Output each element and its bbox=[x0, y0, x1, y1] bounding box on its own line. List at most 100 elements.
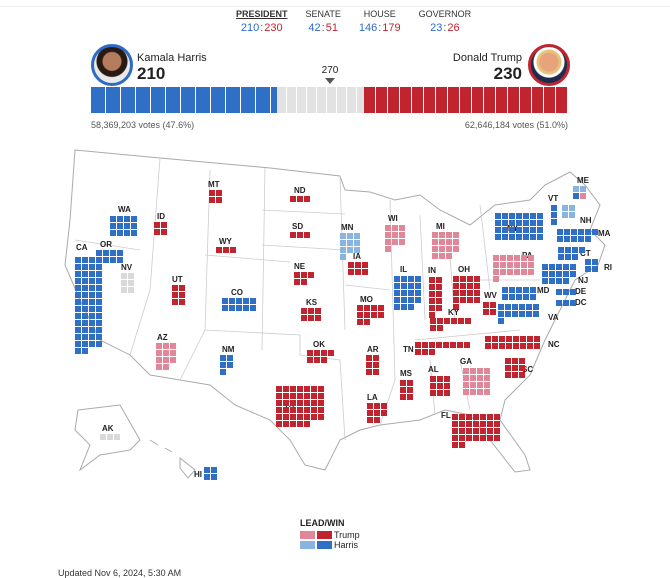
state-label-ms[interactable]: MS bbox=[400, 369, 412, 378]
state-tiles-sd[interactable] bbox=[290, 232, 310, 238]
state-label-mi[interactable]: MI bbox=[436, 222, 445, 231]
state-tiles-nh[interactable] bbox=[562, 205, 575, 218]
state-tiles-in[interactable] bbox=[429, 277, 442, 318]
state-tiles-va[interactable] bbox=[498, 304, 539, 324]
state-label-ak[interactable]: AK bbox=[102, 424, 114, 433]
state-tiles-wi[interactable] bbox=[385, 225, 405, 252]
state-label-ct[interactable]: CT bbox=[580, 249, 591, 258]
state-tiles-ky[interactable] bbox=[430, 318, 471, 331]
state-tiles-al[interactable] bbox=[430, 376, 450, 396]
state-tiles-ak[interactable] bbox=[100, 434, 120, 440]
state-label-sd[interactable]: SD bbox=[292, 222, 304, 231]
state-label-mn[interactable]: MN bbox=[341, 223, 354, 232]
state-tiles-ga[interactable] bbox=[463, 368, 490, 395]
state-label-mo[interactable]: MO bbox=[360, 295, 373, 304]
state-tiles-oh[interactable] bbox=[453, 276, 480, 310]
state-tiles-wy[interactable] bbox=[216, 247, 236, 253]
state-tiles-dc[interactable] bbox=[556, 300, 576, 306]
state-tiles-mi[interactable] bbox=[432, 232, 459, 259]
state-tiles-id[interactable] bbox=[154, 222, 167, 235]
state-tiles-wv[interactable] bbox=[483, 302, 496, 315]
state-label-ca[interactable]: CA bbox=[76, 243, 88, 252]
state-tiles-tx[interactable] bbox=[276, 386, 324, 427]
state-tiles-mn[interactable] bbox=[340, 233, 360, 260]
state-tiles-ca[interactable] bbox=[75, 257, 102, 354]
state-tiles-ma[interactable] bbox=[557, 229, 598, 242]
state-tiles-ri[interactable] bbox=[585, 259, 598, 272]
state-tiles-ok[interactable] bbox=[307, 350, 334, 363]
state-label-nm[interactable]: NM bbox=[222, 345, 235, 354]
state-label-ky[interactable]: KY bbox=[448, 308, 460, 317]
state-label-ia[interactable]: IA bbox=[353, 252, 361, 261]
state-label-me[interactable]: ME bbox=[577, 176, 589, 185]
state-label-nj[interactable]: NJ bbox=[578, 276, 589, 285]
state-label-or[interactable]: OR bbox=[100, 240, 112, 249]
state-tiles-hi[interactable] bbox=[204, 467, 217, 480]
state-tiles-nc[interactable] bbox=[485, 336, 540, 349]
state-label-az[interactable]: AZ bbox=[157, 333, 168, 342]
state-tiles-nd[interactable] bbox=[290, 196, 310, 202]
state-tiles-de[interactable] bbox=[556, 289, 576, 295]
state-tiles-ne[interactable] bbox=[294, 272, 314, 285]
state-label-wa[interactable]: WA bbox=[118, 205, 131, 214]
state-tiles-nv[interactable] bbox=[121, 273, 134, 293]
state-label-il[interactable]: IL bbox=[400, 265, 408, 274]
tab-senate[interactable]: SENATE 42:51 bbox=[305, 9, 341, 34]
state-label-ut[interactable]: UT bbox=[172, 275, 183, 284]
state-label-pa[interactable]: PA bbox=[522, 251, 533, 260]
tab-governor[interactable]: GOVERNOR 23:26 bbox=[418, 9, 472, 34]
state-label-oh[interactable]: OH bbox=[458, 265, 470, 274]
state-label-wy[interactable]: WY bbox=[219, 237, 232, 246]
state-tiles-vt[interactable] bbox=[551, 205, 557, 225]
state-label-nd[interactable]: ND bbox=[294, 186, 306, 195]
state-tiles-az[interactable] bbox=[156, 343, 176, 370]
state-label-ma[interactable]: MA bbox=[598, 229, 611, 238]
state-tiles-sc[interactable] bbox=[505, 358, 525, 378]
state-label-tx[interactable]: TX bbox=[284, 400, 294, 409]
state-tiles-ia[interactable] bbox=[348, 262, 368, 275]
state-label-sc[interactable]: SC bbox=[522, 365, 534, 374]
state-label-hi[interactable]: HI bbox=[194, 470, 202, 479]
state-tiles-ny[interactable] bbox=[495, 213, 543, 240]
state-tiles-md[interactable] bbox=[502, 287, 536, 300]
state-tiles-me[interactable] bbox=[573, 186, 586, 199]
state-label-nh[interactable]: NH bbox=[580, 216, 592, 225]
state-label-nc[interactable]: NC bbox=[548, 340, 560, 349]
state-tiles-nj[interactable] bbox=[542, 264, 576, 284]
state-label-co[interactable]: CO bbox=[231, 288, 243, 297]
state-label-wi[interactable]: WI bbox=[388, 214, 398, 223]
state-label-in[interactable]: IN bbox=[428, 266, 436, 275]
state-label-fl[interactable]: FL bbox=[441, 411, 451, 420]
state-label-tn[interactable]: TN bbox=[403, 345, 414, 354]
state-label-ga[interactable]: GA bbox=[460, 357, 472, 366]
state-label-ar[interactable]: AR bbox=[367, 345, 379, 354]
state-tiles-il[interactable] bbox=[394, 276, 421, 310]
state-tiles-nm[interactable] bbox=[220, 355, 233, 375]
state-label-al[interactable]: AL bbox=[428, 365, 439, 374]
state-label-wv[interactable]: WV bbox=[484, 291, 497, 300]
tab-president[interactable]: PRESIDENT 210:230 bbox=[236, 9, 288, 34]
state-label-vt[interactable]: VT bbox=[548, 194, 559, 203]
state-tiles-co[interactable] bbox=[222, 298, 256, 311]
state-label-nv[interactable]: NV bbox=[121, 263, 133, 272]
state-label-de[interactable]: DE bbox=[575, 287, 587, 296]
state-label-ok[interactable]: OK bbox=[313, 340, 325, 349]
state-tiles-ct[interactable] bbox=[558, 247, 585, 260]
state-tiles-ms[interactable] bbox=[400, 380, 413, 400]
state-tiles-tn[interactable] bbox=[415, 342, 470, 355]
state-tiles-wa[interactable] bbox=[110, 216, 137, 236]
state-label-ks[interactable]: KS bbox=[306, 298, 318, 307]
state-label-la[interactable]: LA bbox=[367, 393, 378, 402]
state-tiles-fl[interactable] bbox=[452, 414, 500, 448]
tab-house[interactable]: HOUSE 146:179 bbox=[358, 9, 401, 34]
state-label-ne[interactable]: NE bbox=[294, 262, 306, 271]
state-tiles-mt[interactable] bbox=[209, 190, 222, 203]
state-tiles-ut[interactable] bbox=[172, 285, 185, 305]
state-label-md[interactable]: MD bbox=[537, 286, 550, 295]
state-label-id[interactable]: ID bbox=[157, 212, 165, 221]
state-label-va[interactable]: VA bbox=[548, 313, 559, 322]
state-tiles-pa[interactable] bbox=[493, 255, 534, 282]
state-tiles-ks[interactable] bbox=[301, 308, 321, 321]
state-tiles-la[interactable] bbox=[367, 403, 387, 423]
state-label-ri[interactable]: RI bbox=[604, 263, 612, 272]
